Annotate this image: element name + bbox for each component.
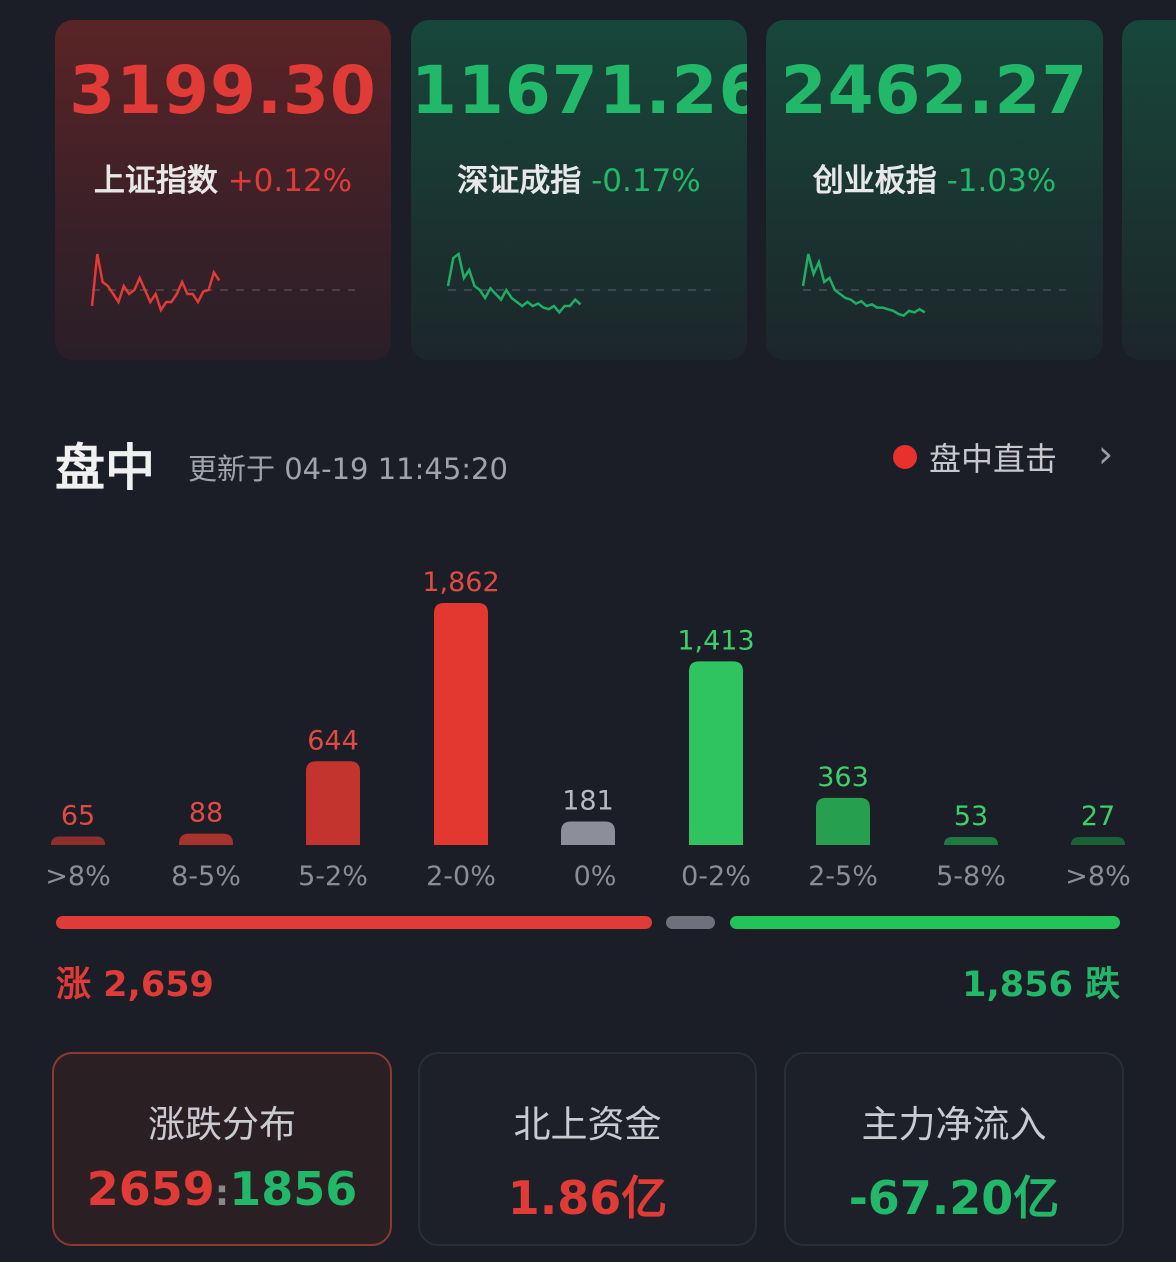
- category-label: 0-2%: [681, 861, 751, 892]
- category-label: 2-0%: [426, 861, 496, 892]
- bar: [816, 797, 870, 845]
- card-title: 涨跌分布: [148, 1103, 296, 1146]
- live-link[interactable]: 盘中直击: [893, 434, 1057, 480]
- index-name: 创业板指: [812, 163, 937, 199]
- category-label: >8%: [45, 861, 110, 892]
- card-distribution[interactable]: 涨跌分布 2659:1856: [52, 1052, 392, 1246]
- up-ratio-bar: [56, 916, 652, 929]
- index-value: 2462.27: [780, 52, 1089, 129]
- card-value: -67.20亿: [848, 1171, 1060, 1225]
- up-count: 2659: [86, 1162, 215, 1216]
- index-change: +0.12%: [227, 163, 353, 199]
- update-time: 更新于 04-19 11:45:20: [188, 452, 508, 486]
- index-card-partial[interactable]: [1122, 20, 1176, 360]
- card-value: 1.86亿: [507, 1171, 668, 1225]
- category-label: 5-2%: [298, 861, 368, 892]
- card-northbound[interactable]: 北上资金 1.86亿: [418, 1052, 757, 1246]
- bar-value-label: 1,413: [677, 625, 754, 656]
- bar: [306, 761, 360, 845]
- index-name: 上证指数: [93, 163, 218, 199]
- distribution-chart: 65 >8% 88 8-5% 644 5-2% 1,862 2-0% 181 0% 1,413 0-2…: [45, 567, 1130, 892]
- bar-value-label: 53: [954, 801, 988, 832]
- bar-value-label: 644: [307, 725, 359, 756]
- bar-value-label: 88: [189, 798, 223, 829]
- card-main-inflow[interactable]: 主力净流入 -67.20亿: [784, 1052, 1124, 1246]
- index-name: 深证成指: [457, 163, 582, 199]
- card-title: 主力净流入: [861, 1103, 1047, 1146]
- index-value: 3199.30: [69, 52, 377, 129]
- index-value: 11671.26: [411, 52, 747, 129]
- index-change: -1.03%: [946, 163, 1057, 199]
- live-label: 盘中直击: [929, 440, 1058, 478]
- bar-value-label: 363: [817, 762, 869, 793]
- sparkline: [446, 251, 711, 315]
- chevron-right-icon[interactable]: ›: [1098, 432, 1114, 476]
- live-dot-icon: [893, 445, 917, 469]
- down-total: 1,856 跌: [962, 965, 1120, 1005]
- separator: :: [214, 1173, 230, 1214]
- bar: [561, 821, 615, 845]
- bar-value-label: 181: [562, 785, 614, 816]
- card-title: 北上资金: [513, 1103, 662, 1146]
- down-count: 1856: [229, 1162, 358, 1216]
- sparkline: [801, 253, 1066, 318]
- bar: [179, 833, 233, 845]
- sparkline-line: [801, 253, 926, 318]
- bar-value-label: 65: [61, 801, 95, 832]
- category-label: >8%: [1065, 861, 1130, 892]
- bar: [689, 661, 743, 845]
- index-card-chinext[interactable]: 2462.27 创业板指 -1.03%: [766, 20, 1103, 360]
- category-label: 2-5%: [808, 861, 878, 892]
- bar-value-label: 27: [1081, 801, 1115, 832]
- bar: [434, 603, 488, 845]
- category-label: 0%: [574, 861, 617, 892]
- flat-ratio-bar: [666, 916, 715, 929]
- index-card-shenzhen[interactable]: 11671.26 深证成指 -0.17%: [411, 20, 747, 360]
- bar-value-label: 1,862: [422, 567, 499, 598]
- index-card-shanghai[interactable]: 3199.30 上证指数 +0.12%: [55, 20, 391, 360]
- up-total: 涨 2,659: [56, 965, 214, 1005]
- category-label: 8-5%: [171, 861, 241, 892]
- bar: [944, 837, 998, 845]
- sparkline-line: [446, 251, 582, 315]
- bar: [1071, 837, 1125, 845]
- sparkline-line: [90, 253, 221, 313]
- bar: [51, 836, 105, 845]
- category-label: 5-8%: [936, 861, 1006, 892]
- index-change: -0.17%: [591, 163, 701, 199]
- down-ratio-bar: [730, 916, 1120, 929]
- sparkline: [90, 253, 355, 313]
- section-title: 盘中: [55, 439, 155, 497]
